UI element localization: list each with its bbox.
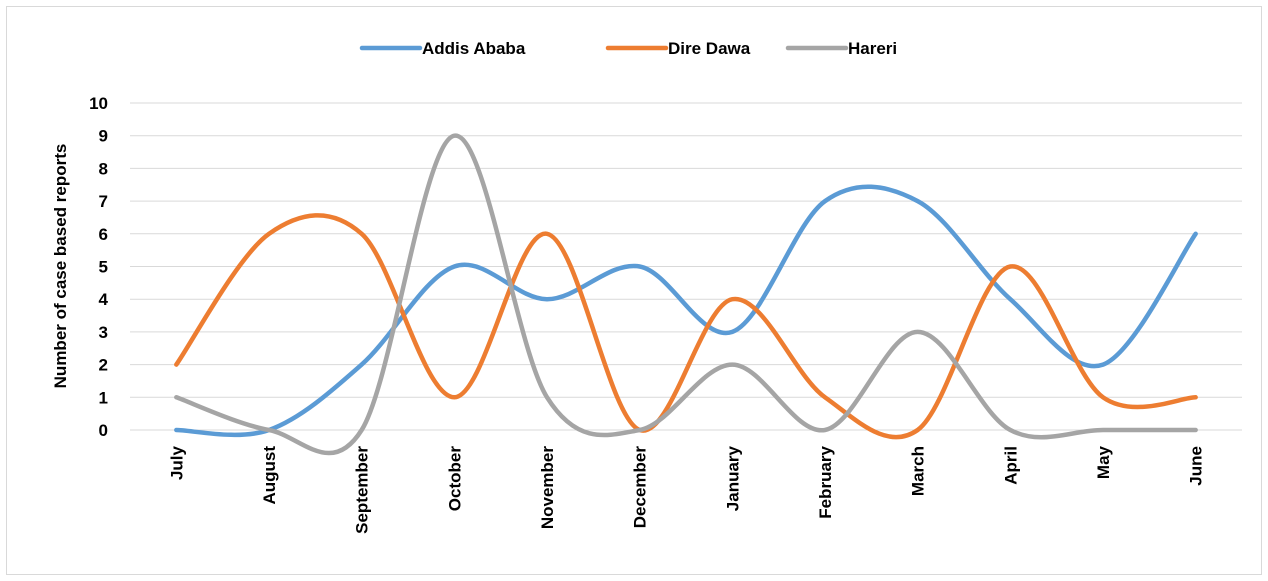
series-lines [174, 133, 1198, 456]
x-tick-label: April [1001, 446, 1020, 485]
x-tick-label: July [167, 445, 186, 480]
legend-label: Hareri [848, 39, 897, 58]
y-tick-label: 10 [89, 94, 108, 113]
x-tick-label: December [631, 446, 650, 529]
y-axis-label: Number of case based reports [51, 144, 70, 389]
gridlines [130, 102, 1242, 431]
y-axis-ticks: 0 1 2 3 4 5 6 7 8 9 10 [89, 94, 108, 440]
x-axis-ticks: July August September October November Decemb… [167, 445, 1205, 533]
y-tick-label: 9 [99, 127, 108, 146]
x-tick-label: February [816, 445, 835, 518]
series-line-hareri [174, 133, 1198, 456]
legend-label: Addis Ababa [422, 39, 526, 58]
y-tick-label: 3 [99, 323, 108, 342]
series-line-dire-dawa [174, 213, 1198, 440]
x-tick-label: June [1187, 446, 1206, 486]
legend-item-dire-dawa: Dire Dawa [605, 39, 751, 58]
legend: Addis Ababa Dire Dawa Hareri [359, 39, 897, 58]
x-tick-label: May [1094, 445, 1113, 479]
x-tick-label: October [445, 446, 464, 512]
y-tick-label: 7 [99, 192, 108, 211]
x-tick-label: March [909, 446, 928, 496]
x-tick-label: August [260, 446, 279, 505]
x-tick-label: January [723, 445, 742, 511]
x-tick-label: September [353, 446, 372, 534]
y-tick-label: 0 [99, 421, 108, 440]
chart-frame [6, 6, 1262, 575]
y-tick-label: 1 [99, 388, 108, 407]
y-tick-label: 4 [99, 290, 109, 309]
y-tick-label: 2 [99, 356, 108, 375]
x-tick-label: November [538, 446, 557, 530]
y-tick-label: 6 [99, 225, 108, 244]
y-tick-label: 8 [99, 159, 108, 178]
y-tick-label: 5 [99, 258, 108, 277]
legend-label: Dire Dawa [668, 39, 751, 58]
legend-item-hareri: Hareri [785, 39, 897, 58]
series-line-addis-ababa [174, 184, 1198, 438]
legend-item-addis-ababa: Addis Ababa [359, 39, 526, 58]
